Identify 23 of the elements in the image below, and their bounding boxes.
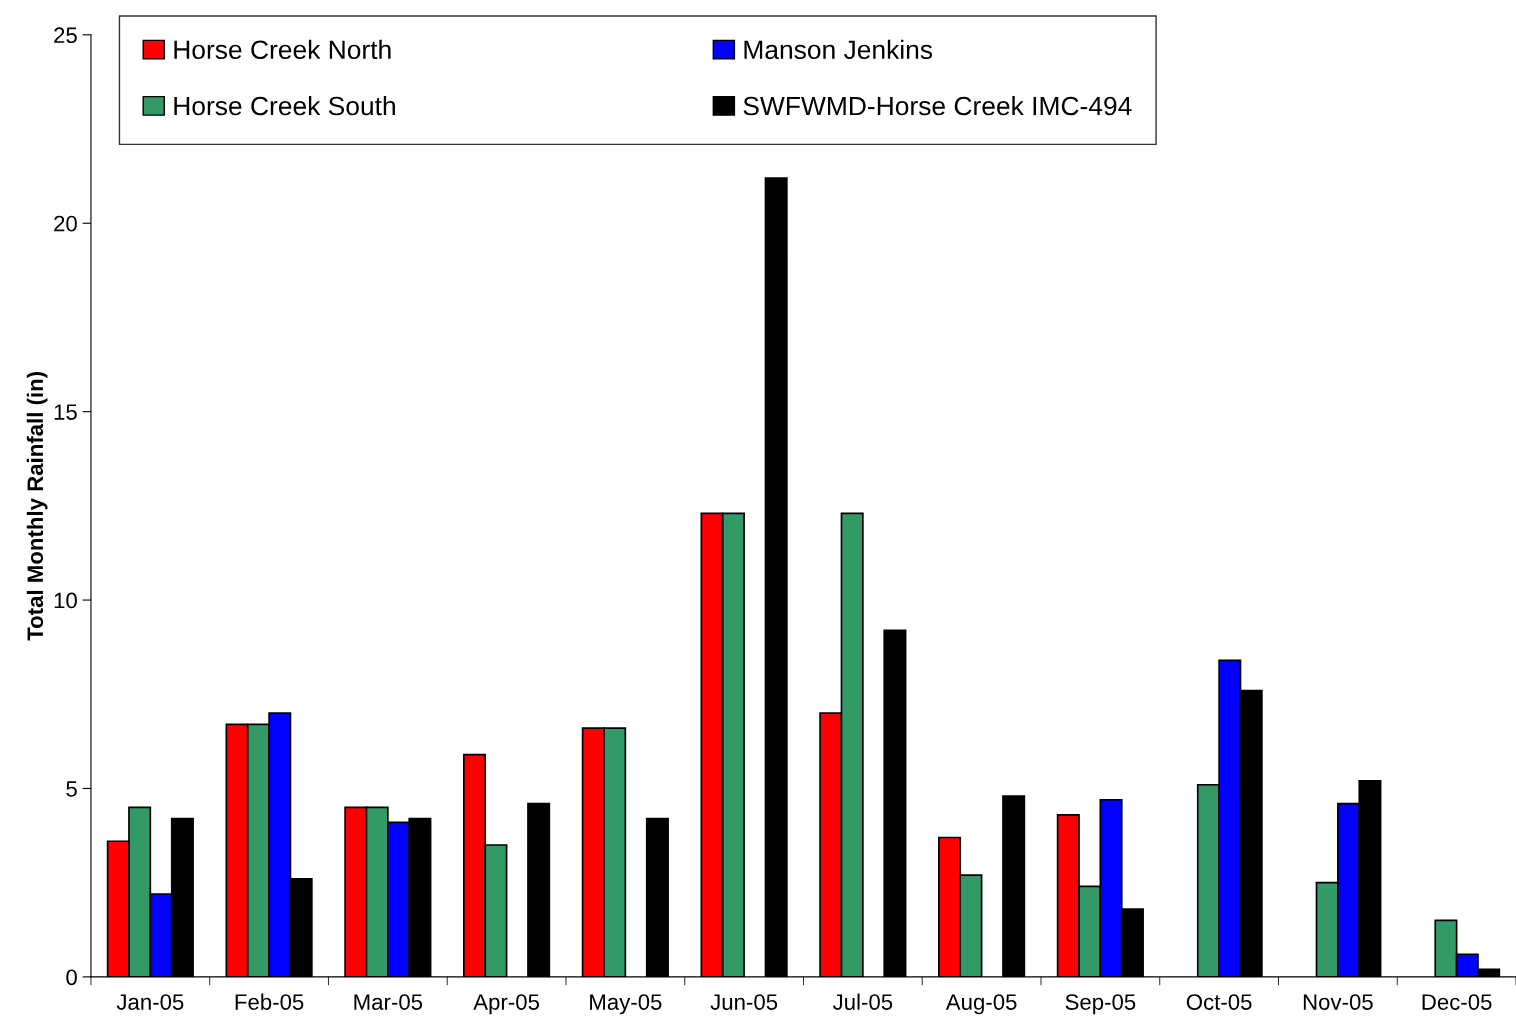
x-tick-label: Nov-05 <box>1303 994 1373 1010</box>
x-tick-label: Mar-05 <box>354 994 423 1010</box>
y-tick-label: 0 <box>66 969 77 986</box>
legend-label: Manson Jenkins <box>744 39 933 60</box>
y-tick-label: 5 <box>66 781 77 797</box>
legend-label: Horse Creek North <box>174 39 391 60</box>
x-tick-label: Jun-05 <box>710 994 778 1010</box>
y-tick-label: 15 <box>54 404 77 420</box>
x-tick-label: Apr-05 <box>473 994 540 1015</box>
y-tick-label: 10 <box>54 592 77 609</box>
x-tick-label: Aug-05 <box>945 994 1017 1015</box>
y-axis-title: Total Monthly Rainfall (in) <box>26 371 48 641</box>
y-tick-label: 25 <box>54 27 77 44</box>
x-tick-label: Sep-05 <box>1065 994 1136 1015</box>
x-tick-label: May-05 <box>590 994 662 1015</box>
x-tick-label: Oct-05 <box>1186 994 1252 1010</box>
legend-label: SWFWMD-Horse Creek IMC-494 <box>743 95 1132 116</box>
x-tick-label: Jul-05 <box>832 993 893 1010</box>
x-tick-label: Jan-05 <box>116 994 184 1010</box>
y-tick-label: 20 <box>54 215 77 232</box>
legend-label: Horse Creek South <box>174 95 395 116</box>
x-tick-label: Dec-05 <box>1422 994 1492 1010</box>
x-tick-label: Feb-05 <box>235 993 304 1010</box>
